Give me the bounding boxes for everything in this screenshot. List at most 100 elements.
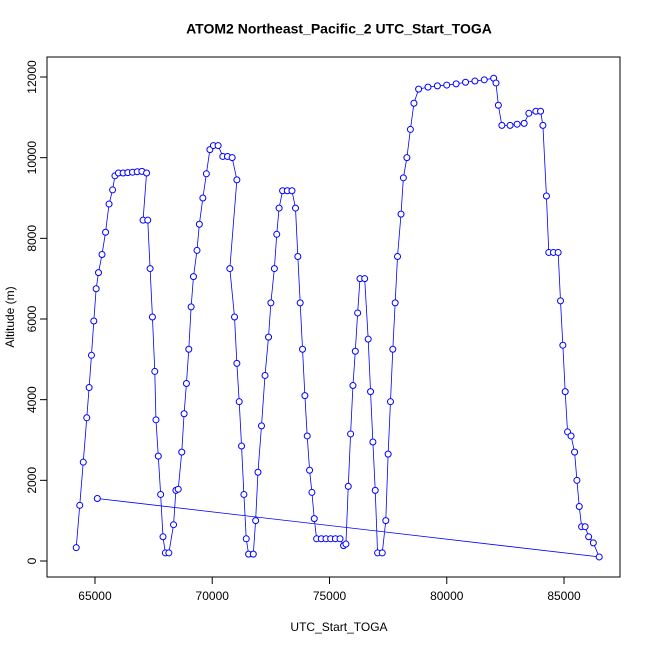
data-point <box>90 317 98 325</box>
data-point <box>537 107 545 115</box>
data-point <box>367 388 375 396</box>
data-point <box>410 99 418 107</box>
data-point <box>397 210 405 218</box>
data-point <box>480 76 488 84</box>
data-point <box>214 142 222 150</box>
data-point <box>573 476 581 484</box>
data-point <box>415 85 423 93</box>
data-point <box>148 313 156 321</box>
data-point <box>235 398 243 406</box>
data-point <box>92 285 100 293</box>
data-point <box>296 299 304 307</box>
data-point <box>561 388 569 396</box>
data-point <box>98 250 106 258</box>
data-point <box>303 432 311 440</box>
data-point <box>462 78 470 86</box>
data-point <box>154 452 162 460</box>
data-point <box>557 297 565 305</box>
data-point <box>571 448 579 456</box>
x-tick-label: 85000 <box>547 589 581 603</box>
data-point <box>165 549 173 557</box>
data-point <box>301 392 309 400</box>
data-point <box>336 535 344 543</box>
data-point <box>494 101 502 109</box>
data-point <box>95 269 103 277</box>
data-point <box>389 345 397 353</box>
data-point <box>178 448 186 456</box>
data-point <box>231 313 239 321</box>
data-point <box>174 485 182 493</box>
data-point <box>559 341 567 349</box>
data-point <box>187 303 195 311</box>
data-point <box>254 468 262 476</box>
y-axis-label: Altitude (m) <box>3 286 17 347</box>
data-point <box>85 384 93 392</box>
data-point <box>228 154 236 162</box>
data-point <box>257 422 265 430</box>
data-point <box>265 333 273 341</box>
data-point <box>202 170 210 178</box>
data-point <box>361 275 369 283</box>
data-point <box>291 204 299 212</box>
data-point <box>226 265 234 273</box>
data-point <box>195 220 203 228</box>
data-point <box>369 438 377 446</box>
data-point <box>403 154 411 162</box>
data-point <box>240 490 248 498</box>
data-point <box>144 216 152 224</box>
data-point <box>394 252 402 260</box>
data-point <box>520 119 528 127</box>
data-point <box>294 252 302 260</box>
data-point <box>424 83 432 91</box>
x-tick-label: 80000 <box>430 589 464 603</box>
data-point <box>261 371 269 379</box>
data-point <box>342 540 350 548</box>
data-point <box>159 533 167 541</box>
data-point <box>554 248 562 256</box>
data-point <box>193 246 201 254</box>
data-point <box>399 174 407 182</box>
data-point <box>539 121 547 129</box>
y-tick-label: 2000 <box>25 467 39 494</box>
data-point <box>443 81 451 89</box>
data-point <box>542 192 550 200</box>
data-point <box>386 398 394 406</box>
data-point <box>189 273 197 281</box>
data-point <box>585 533 593 541</box>
data-point <box>152 416 160 424</box>
data-point <box>471 77 479 85</box>
x-tick-label: 70000 <box>196 589 230 603</box>
data-point <box>72 544 80 552</box>
data-point <box>371 486 379 494</box>
data-point <box>233 359 241 367</box>
data-point <box>492 79 500 87</box>
data-point <box>452 80 460 88</box>
data-point <box>299 345 307 353</box>
data-point <box>242 535 250 543</box>
y-tick-label: 4000 <box>25 386 39 413</box>
data-point <box>406 125 414 133</box>
data-point <box>310 515 318 523</box>
data-point <box>83 414 91 422</box>
data-point <box>199 194 207 202</box>
data-point <box>513 120 521 128</box>
x-axis-label: UTC_Start_TOGA <box>290 620 387 634</box>
data-point <box>382 517 390 525</box>
data-point <box>391 299 399 307</box>
data-point <box>306 466 314 474</box>
data-point <box>525 109 533 117</box>
y-tick-label: 10000 <box>25 141 39 175</box>
data-point <box>109 186 117 194</box>
data-point <box>270 265 278 273</box>
data-point <box>185 345 193 353</box>
data-point <box>498 121 506 129</box>
data-point <box>252 517 260 525</box>
data-point <box>151 367 159 375</box>
data-point <box>267 299 275 307</box>
data-point <box>506 121 514 129</box>
data-point <box>581 523 589 531</box>
data-point <box>273 230 281 238</box>
data-point <box>105 200 113 208</box>
data-point <box>102 228 110 236</box>
